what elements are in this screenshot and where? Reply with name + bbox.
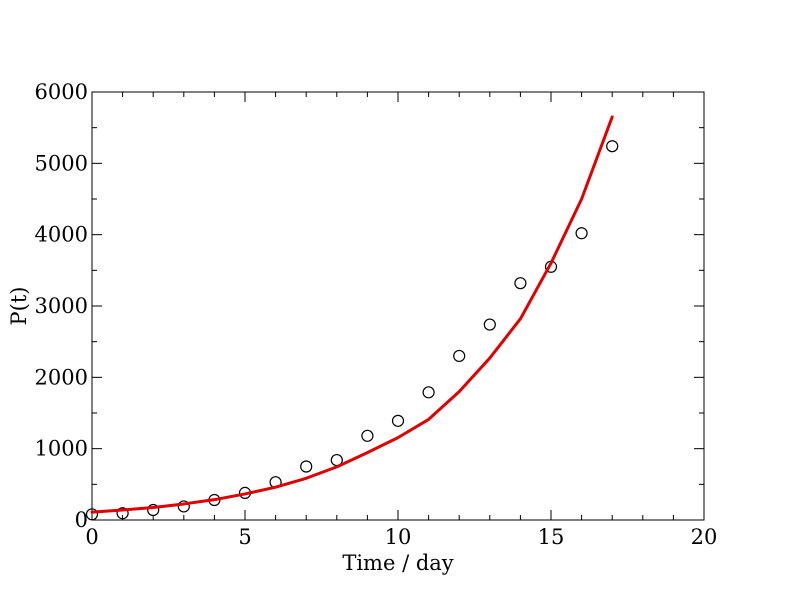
x-tick-label: 0 (85, 525, 98, 549)
data-point (85, 508, 99, 521)
x-tick-label: 10 (385, 525, 412, 549)
series-layer (85, 115, 619, 521)
x-tick-label: 20 (691, 525, 718, 549)
data-point (147, 503, 160, 517)
y-tick-label: 6000 (35, 80, 88, 104)
data-point (453, 349, 466, 363)
y-tick-label: 1000 (35, 437, 88, 461)
data-point (483, 318, 496, 331)
y-tick-label: 2000 (35, 365, 88, 389)
x-axis-label: Time / day (342, 551, 453, 575)
y-tick-label: 5000 (35, 151, 88, 175)
y-axis-label: P(t) (7, 287, 31, 326)
fit-curve-line (90, 115, 614, 514)
data-point (606, 140, 619, 153)
data-point (514, 277, 527, 290)
data-point (361, 429, 374, 442)
data-point (300, 460, 313, 473)
x-tick-label: 5 (238, 525, 251, 549)
data-point (422, 386, 435, 399)
data-point (177, 500, 190, 513)
tick-labels: 0 5 10 15 20 0 1000 2000 3000 4000 5000 6000 (35, 80, 718, 549)
y-tick-label: 4000 (35, 223, 88, 247)
y-tick-label: 0 (75, 508, 88, 532)
y-tick-label: 3000 (35, 294, 88, 318)
data-point (575, 227, 588, 240)
plot-frame (91, 91, 705, 521)
x-tick-label: 15 (538, 525, 565, 549)
data-point (391, 414, 405, 427)
axis-ticks (91, 91, 705, 521)
data-point (116, 507, 129, 520)
